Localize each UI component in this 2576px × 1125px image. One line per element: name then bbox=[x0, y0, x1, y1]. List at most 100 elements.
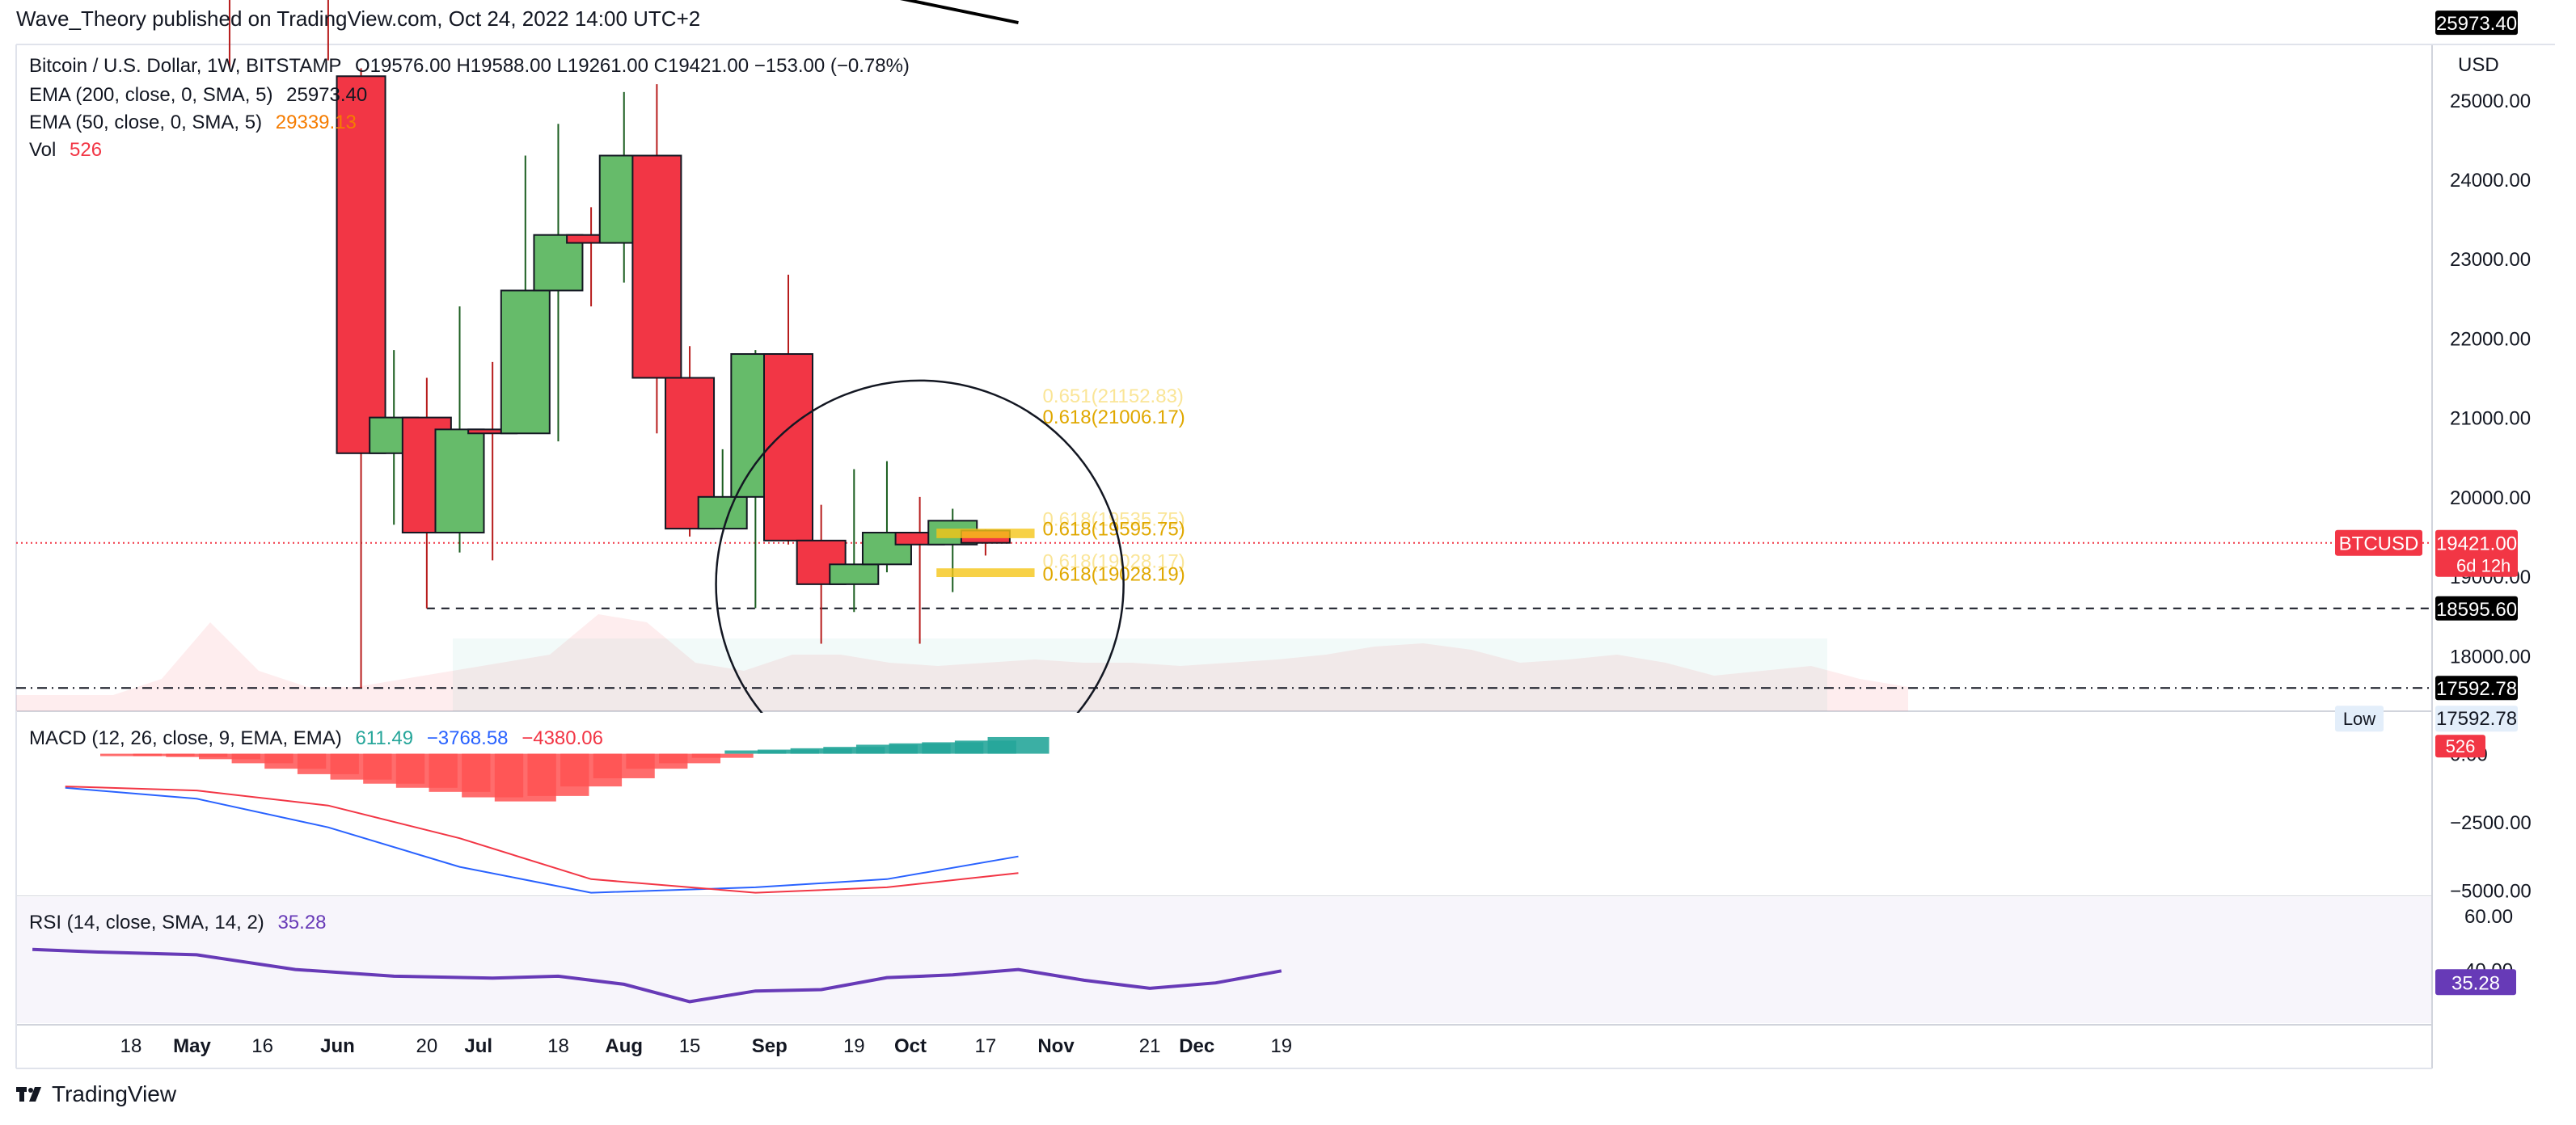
rsi-legend[interactable]: RSI (14, close, SMA, 14, 2) 35.28 bbox=[29, 912, 335, 934]
candle-2022-08-08[interactable] bbox=[631, 84, 682, 434]
time-tick-label: Sep bbox=[752, 1035, 788, 1057]
time-tick-label: Aug bbox=[605, 1035, 643, 1057]
volume-badge-bg bbox=[2435, 735, 2485, 758]
tradingview-logo-icon bbox=[16, 1087, 41, 1102]
candle-2022-07-18[interactable] bbox=[533, 124, 584, 442]
macd-value-1: 611.49 bbox=[355, 727, 414, 749]
fib-ghost-label: 0.651(21152.83) bbox=[1043, 386, 1184, 407]
time-tick-label: Jul bbox=[464, 1035, 492, 1057]
ema200-price-badge-bg bbox=[2435, 11, 2518, 36]
macd-line[interactable] bbox=[65, 786, 1019, 894]
rsi-band bbox=[17, 897, 2431, 1023]
time-tick-label: 15 bbox=[679, 1035, 701, 1057]
time-tick-label: 19 bbox=[843, 1035, 865, 1057]
macd-value-3: −4380.06 bbox=[522, 727, 603, 749]
macd-hist-bar bbox=[790, 748, 852, 754]
rsi-badge[interactable]: 35.28 bbox=[2435, 969, 2516, 996]
horizontal-levels bbox=[16, 541, 2432, 689]
time-tick-label: Oct bbox=[894, 1035, 927, 1057]
support-badge-1-bg bbox=[2435, 596, 2518, 621]
rsi-tick-label: 60.00 bbox=[2464, 906, 2513, 928]
symbol-badge[interactable]: BTCUSD bbox=[2335, 529, 2422, 556]
price-tick-label: 22000.00 bbox=[2450, 328, 2531, 350]
overlay-layer: 0.651(21152.83)0.618(19535.75)0.618(1902… bbox=[17, 379, 2431, 895]
macd-pane bbox=[65, 736, 1049, 894]
time-tick-label: 16 bbox=[251, 1035, 273, 1057]
tradingview-brand[interactable]: TradingView bbox=[16, 1081, 176, 1107]
time-tick-label: 19 bbox=[1270, 1035, 1292, 1057]
ema200-price-badge[interactable]: 25973.40 bbox=[2435, 11, 2518, 36]
current-price-text: 19421.00 bbox=[2436, 533, 2517, 555]
volume-badge[interactable]: 526 bbox=[2435, 735, 2485, 758]
ema200-price-badge-text: 25973.40 bbox=[2436, 13, 2517, 35]
rsi-badge-text: 35.28 bbox=[2451, 972, 2500, 994]
candle-body bbox=[533, 234, 584, 292]
candle-2022-08-15[interactable] bbox=[665, 346, 716, 537]
rsi-label: RSI (14, close, SMA, 14, 2) bbox=[29, 912, 264, 933]
fib-zone-1[interactable] bbox=[936, 529, 1035, 538]
current-price-badge-bg bbox=[2435, 529, 2518, 577]
ema200-legend[interactable]: EMA (200, close, 0, SMA, 5) 25973.40 bbox=[29, 84, 375, 107]
time-tick-label: 21 bbox=[1139, 1035, 1161, 1057]
support-badge-1-text: 18595.60 bbox=[2436, 599, 2517, 621]
macd-hist-bar bbox=[198, 753, 260, 760]
candle-body bbox=[336, 75, 386, 454]
macd-tick-label: −5000.00 bbox=[2450, 880, 2532, 902]
volume-legend[interactable]: Vol 526 bbox=[29, 139, 110, 162]
macd-hist-bar bbox=[758, 749, 819, 754]
candle-body bbox=[697, 495, 748, 530]
candle-2022-06-06[interactable] bbox=[336, 68, 386, 689]
price-tick-label: 21000.00 bbox=[2450, 408, 2531, 430]
price-tick-label: 23000.00 bbox=[2450, 249, 2531, 271]
macd-hist-bar bbox=[691, 753, 754, 758]
support-badge-1[interactable]: 18595.60 bbox=[2435, 596, 2518, 621]
ema50-legend[interactable]: EMA (50, close, 0, SMA, 5) 29339.13 bbox=[29, 112, 365, 134]
candle-body bbox=[665, 377, 716, 530]
low-tag-text: Low bbox=[2343, 709, 2375, 729]
volume-badge-text: 526 bbox=[2446, 736, 2476, 756]
brand-name: TradingView bbox=[52, 1081, 177, 1106]
macd-hist-bar bbox=[100, 753, 162, 756]
candle-body bbox=[434, 428, 485, 534]
macd-hist-bar bbox=[231, 753, 293, 764]
candle-2022-09-05[interactable] bbox=[763, 274, 813, 545]
macd-hist-bar bbox=[823, 747, 885, 754]
candle-2022-06-27[interactable] bbox=[434, 306, 485, 553]
support-badge-2-text: 17592.78 bbox=[2436, 678, 2517, 700]
rsi-badge-bg bbox=[2435, 969, 2516, 996]
candle-2022-09-19[interactable] bbox=[829, 469, 880, 613]
macd-tick-label: −2500.00 bbox=[2450, 812, 2532, 834]
volume-layer bbox=[16, 614, 1908, 711]
low-badge[interactable]: Low 17592.78 bbox=[2335, 706, 2518, 732]
ema50-value: 29339.13 bbox=[275, 112, 357, 133]
support-badge-2[interactable]: 17592.78 bbox=[2435, 676, 2518, 701]
support-badge-2-bg bbox=[2435, 676, 2518, 701]
fib-ghost-label: 0.618(19028.17) bbox=[1043, 550, 1185, 572]
symbol-title: Bitcoin / U.S. Dollar, 1W, BITSTAMP bbox=[29, 55, 342, 77]
macd-hist-bar bbox=[987, 736, 1049, 754]
currency-label: USD bbox=[2458, 54, 2499, 76]
signal-line[interactable] bbox=[65, 786, 1019, 894]
rsi-line[interactable] bbox=[32, 947, 1282, 1004]
macd-hist-bar bbox=[724, 750, 787, 754]
price-tick-label: 25000.00 bbox=[2450, 91, 2531, 112]
fib-zone-2[interactable] bbox=[936, 568, 1035, 578]
macd-legend[interactable]: MACD (12, 26, close, 9, EMA, EMA) 611.49… bbox=[29, 727, 611, 750]
volume-label: Vol bbox=[29, 139, 57, 161]
time-tick-label: 18 bbox=[547, 1035, 569, 1057]
candle-2022-07-11[interactable] bbox=[500, 155, 551, 435]
candles-layer bbox=[228, 0, 1011, 689]
volume-area bbox=[16, 614, 1908, 711]
price-tick-label: 18000.00 bbox=[2450, 646, 2531, 668]
price-tick-label: 20000.00 bbox=[2450, 487, 2531, 509]
candle-2022-08-22[interactable] bbox=[697, 449, 748, 530]
volume-value: 526 bbox=[70, 139, 103, 161]
symbol-badge-text: BTCUSD bbox=[2339, 533, 2419, 555]
time-tick-label: 20 bbox=[416, 1035, 437, 1057]
candle-body bbox=[631, 154, 682, 379]
bar-countdown-text: 6d 12h bbox=[2456, 556, 2511, 576]
axes-layer: USD18000.0019000.0020000.0021000.0022000… bbox=[120, 54, 2532, 1057]
symbol-legend[interactable]: Bitcoin / U.S. Dollar, 1W, BITSTAMP O195… bbox=[29, 55, 918, 78]
